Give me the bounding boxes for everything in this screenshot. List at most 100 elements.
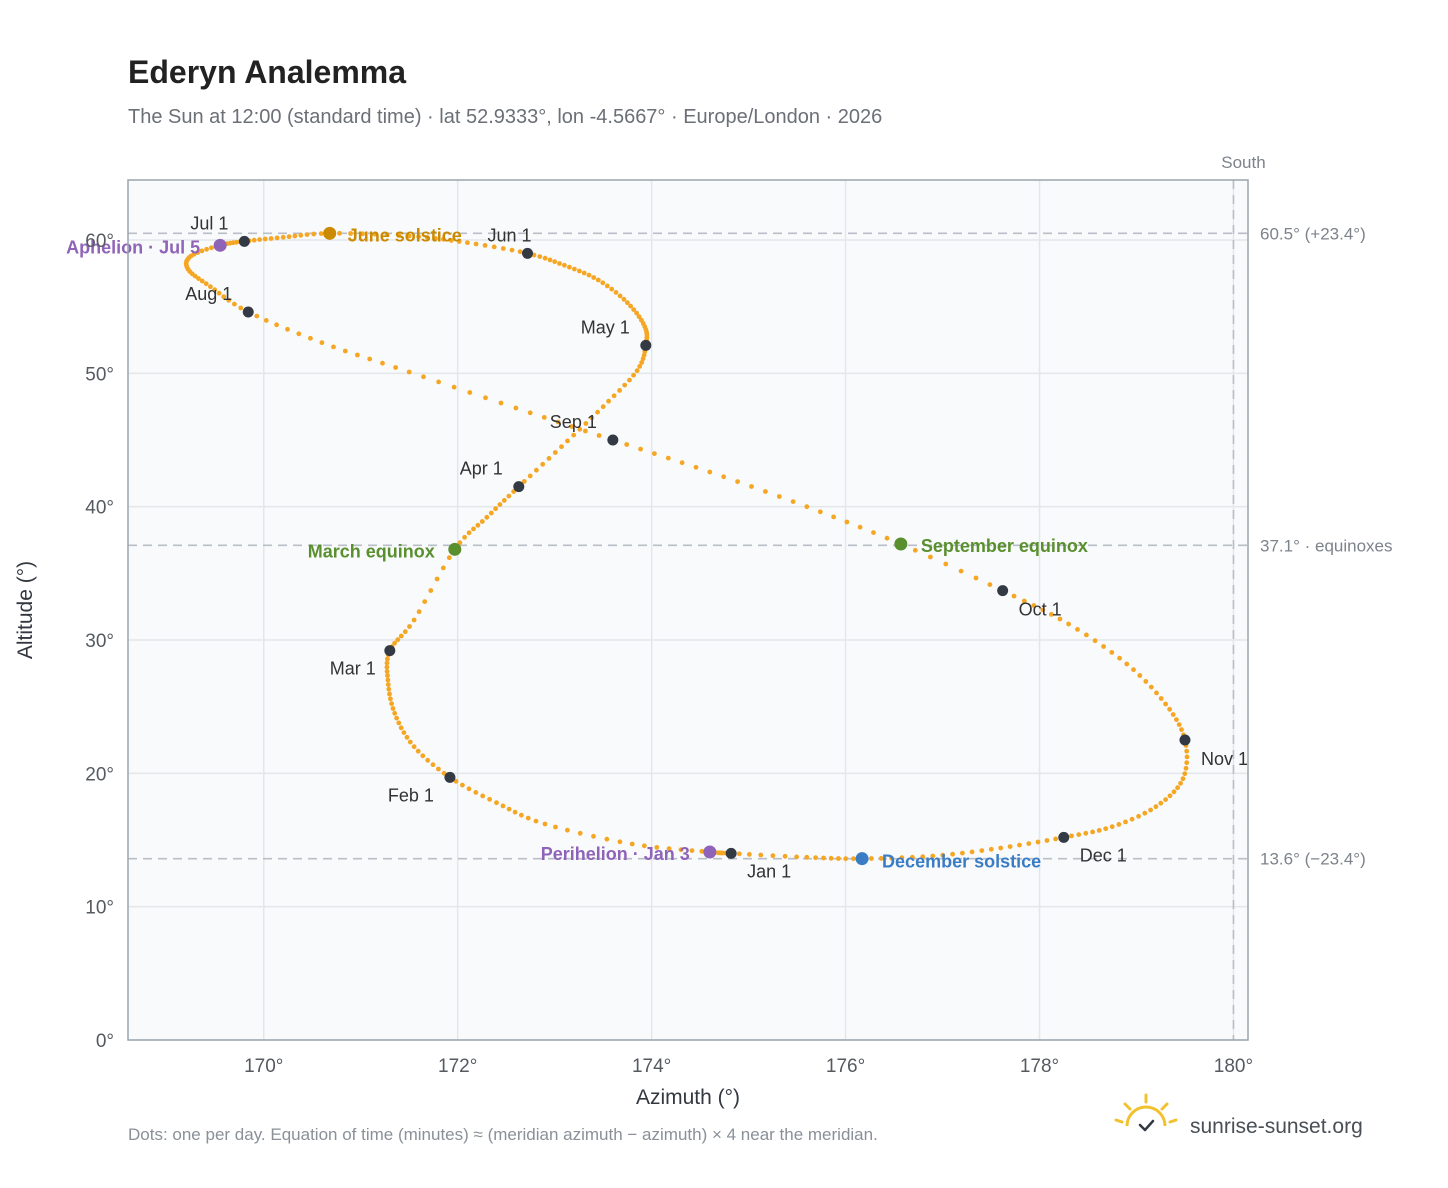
daily-sun-dot — [611, 393, 617, 399]
brand-name: sunrise-sunset.org — [1190, 1115, 1363, 1138]
daily-sun-dot — [821, 855, 826, 861]
daily-sun-dot — [411, 617, 417, 623]
daily-sun-dot — [1123, 819, 1128, 825]
daily-sun-dot — [617, 388, 622, 393]
month-marker-label: Jun 1 — [488, 225, 532, 245]
daily-sun-dot — [1131, 667, 1136, 673]
daily-sun-dot — [331, 344, 336, 350]
daily-sun-dot — [735, 479, 740, 484]
daily-sun-dot — [428, 588, 434, 593]
daily-sun-dot — [195, 250, 201, 256]
daily-sun-dot — [1184, 754, 1190, 760]
daily-sun-dot — [1154, 690, 1159, 696]
reference-line-label: 13.6° (−23.4°) — [1260, 850, 1366, 869]
daily-sun-dot — [392, 640, 397, 646]
daily-sun-dot — [441, 236, 446, 242]
y-tick-label: 0° — [96, 1031, 114, 1052]
daily-sun-dot — [487, 796, 492, 802]
daily-sun-dot — [776, 494, 782, 499]
daily-sun-dot — [843, 856, 849, 862]
daily-sun-dot — [274, 235, 280, 241]
daily-sun-dot — [636, 314, 642, 320]
daily-sun-dot — [473, 790, 479, 795]
x-axis-title: Azimuth (°) — [636, 1086, 740, 1109]
daily-sun-dot — [571, 432, 577, 438]
daily-sun-dot — [475, 522, 481, 528]
month-marker-label: Jul 1 — [190, 213, 228, 233]
daily-sun-dot — [583, 421, 589, 426]
daily-sun-dot — [457, 540, 463, 546]
daily-sun-dot — [641, 843, 647, 849]
daily-sun-dot — [380, 360, 385, 366]
daily-sun-dot — [537, 254, 543, 259]
daily-sun-dot — [1117, 655, 1122, 661]
daily-sun-dot — [385, 682, 391, 687]
daily-sun-dot — [707, 469, 713, 475]
meridian-label: South — [1221, 153, 1265, 172]
daily-sun-dot — [638, 446, 643, 452]
daily-sun-dot — [1017, 842, 1022, 848]
equinox-marker — [448, 542, 462, 556]
daily-sun-dot — [467, 390, 473, 395]
daily-sun-dot — [654, 845, 660, 850]
daily-sun-dot — [398, 725, 404, 731]
daily-sun-dot — [998, 845, 1004, 851]
daily-sun-dot — [1069, 833, 1074, 839]
daily-sun-dot — [318, 231, 324, 237]
daily-sun-dot — [960, 850, 965, 856]
daily-sun-dot — [1057, 616, 1063, 622]
daily-sun-dot — [1116, 822, 1122, 827]
daily-sun-dot — [912, 547, 918, 553]
daily-sun-dot — [398, 633, 404, 639]
daily-sun-dot — [407, 739, 413, 745]
daily-sun-dot — [268, 236, 274, 241]
daily-sun-dot — [285, 326, 290, 332]
daily-sun-dot — [721, 474, 727, 480]
daily-sun-dot — [385, 673, 390, 678]
december-solstice-marker — [855, 852, 869, 866]
daily-sun-dot — [501, 498, 507, 503]
daily-sun-dot — [1096, 828, 1102, 833]
daily-sun-dot — [491, 244, 497, 250]
month-marker-label: Oct 1 — [1019, 600, 1062, 620]
daily-sun-dot — [596, 433, 602, 438]
daily-sun-dot — [434, 576, 440, 582]
daily-sun-dot — [541, 415, 547, 420]
daily-sun-dot — [257, 237, 262, 243]
daily-sun-dot — [1167, 793, 1173, 799]
daily-sun-dot — [1163, 701, 1168, 707]
daily-sun-dot — [372, 231, 378, 237]
daily-sun-dot — [553, 824, 558, 830]
month-markers: Jan 1 Feb 1 Mar 1 Apr 1 May 1 Jun 1 Jul 1 Aug 1… — [185, 213, 1248, 881]
x-tick-label: 172° — [438, 1056, 477, 1077]
month-marker — [513, 481, 525, 493]
daily-sun-dot — [770, 853, 776, 859]
daily-sun-dot — [251, 237, 257, 243]
daily-sun-dot — [262, 236, 268, 242]
daily-sun-dot — [567, 264, 572, 270]
event-label: December solstice — [882, 852, 1041, 872]
daily-sun-dot — [666, 846, 672, 851]
daily-sun-dot — [199, 278, 205, 284]
daily-sun-dot — [337, 230, 342, 236]
daily-sun-dot — [1066, 621, 1071, 627]
daily-sun-dot — [1178, 780, 1183, 786]
daily-sun-dot — [782, 853, 788, 859]
daily-sun-dot — [606, 398, 611, 404]
daily-sun-dot — [899, 855, 905, 861]
daily-sun-dot — [1026, 841, 1032, 846]
daily-sun-dot — [613, 290, 619, 295]
daily-sun-dot — [577, 830, 583, 836]
daily-sun-dot — [547, 257, 553, 263]
daily-sun-dot — [390, 706, 396, 711]
daily-sun-dot — [484, 514, 490, 520]
daily-sun-dot — [851, 856, 856, 862]
daily-sun-dot — [979, 848, 985, 853]
daily-sun-dot — [482, 243, 488, 248]
daily-sun-dot — [1007, 844, 1013, 849]
daily-sun-dot — [436, 766, 441, 772]
daily-sun-dot — [1148, 807, 1153, 813]
daily-sun-dot — [212, 287, 218, 293]
daily-sun-dot — [479, 519, 485, 524]
month-marker — [1058, 831, 1070, 843]
